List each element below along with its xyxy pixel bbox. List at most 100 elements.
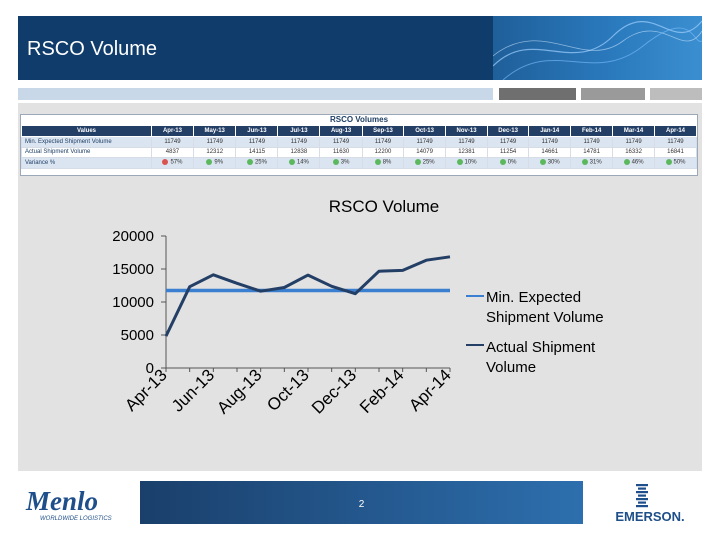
emerson-logo: EMERSON. xyxy=(598,482,702,524)
table-header-row: Values Apr-13 May-13 Jun-13 Jul-13 Aug-13 Sep-… xyxy=(21,125,697,137)
table-cell: 50% xyxy=(654,157,697,169)
table-cell: 12838 xyxy=(277,146,321,158)
column-header: Mar-14 xyxy=(612,125,656,137)
column-header: Jul-13 xyxy=(277,125,321,137)
table-cell: 11254 xyxy=(486,146,530,158)
series-line xyxy=(164,255,451,337)
table-cell: 11749 xyxy=(151,136,194,148)
table-row: Variance % 57% 9% 25% 14% 3% 8% 25% 10% 0% 30% 31% 4… xyxy=(21,157,697,169)
status-dot-icon xyxy=(414,159,421,166)
table-cell: 11749 xyxy=(319,136,363,148)
table-cell: 57% xyxy=(151,157,194,169)
accent-stripe xyxy=(18,88,493,100)
legend-label-min-expected: Min. Expected Shipment Volume xyxy=(486,289,604,326)
table-cell: 14115 xyxy=(235,146,279,158)
status-dot-icon xyxy=(246,159,253,166)
volumes-grid: Values Apr-13 May-13 Jun-13 Jul-13 Aug-13 Sep-… xyxy=(21,125,697,169)
column-header: Values xyxy=(21,125,152,137)
y-tick-label: 0 xyxy=(146,360,154,377)
row-label: Min. Expected Shipment Volume xyxy=(21,136,152,148)
table-cell: 16332 xyxy=(612,146,656,158)
table-cell: 11749 xyxy=(528,136,572,148)
status-dot-icon xyxy=(665,159,672,166)
x-tick-label: Apr-14 xyxy=(405,365,455,415)
column-header: Oct-13 xyxy=(403,125,447,137)
table-cell: 11749 xyxy=(445,136,488,148)
x-tick-label: Dec-13 xyxy=(308,365,360,417)
column-header: Aug-13 xyxy=(319,125,363,137)
accent-stripe xyxy=(581,88,645,100)
table-cell: 11749 xyxy=(361,136,405,148)
x-tick-label: Feb-14 xyxy=(356,365,408,417)
status-dot-icon xyxy=(206,159,213,166)
table-cell: 11749 xyxy=(192,136,237,148)
table-cell: 14661 xyxy=(528,146,572,158)
column-header: Apr-14 xyxy=(654,125,697,137)
status-dot-icon xyxy=(623,159,630,166)
legend-label-actual: Actual Shipment Volume xyxy=(486,339,596,376)
status-dot-icon xyxy=(288,159,295,166)
table-cell: 14781 xyxy=(570,146,614,158)
y-tick-label: 15000 xyxy=(112,261,154,278)
header-bar: RSCO Volume xyxy=(18,16,493,80)
table-cell: 11749 xyxy=(612,136,656,148)
table-row: Min. Expected Shipment Volume 11749 11749 1… xyxy=(21,136,697,148)
table-cell: 11749 xyxy=(654,136,697,148)
page-title: RSCO Volume xyxy=(27,38,158,60)
table-cell: 11749 xyxy=(277,136,321,148)
accent-stripe xyxy=(499,88,576,100)
column-header: May-13 xyxy=(192,125,237,137)
table-cell: 12312 xyxy=(192,146,237,158)
table-cell: 16841 xyxy=(654,146,697,158)
table-cell: 8% xyxy=(361,157,405,169)
table-cell: 25% xyxy=(403,157,447,169)
table-body: Min. Expected Shipment Volume 11749 11749 1… xyxy=(21,136,697,169)
table-cell: 14% xyxy=(277,157,321,169)
y-tick-label: 10000 xyxy=(112,294,154,311)
header-decoration xyxy=(493,16,702,80)
table-row: Actual Shipment Volume 4837 12312 14115 1283… xyxy=(21,146,697,158)
column-header: Jun-13 xyxy=(235,125,279,137)
table-cell: 11749 xyxy=(403,136,447,148)
menlo-logo-name: Menlo xyxy=(25,486,98,516)
table-cell: 46% xyxy=(612,157,656,169)
page-number: 2 xyxy=(358,499,365,510)
table-cell: 11749 xyxy=(570,136,614,148)
emerson-mark-icon xyxy=(636,484,648,508)
table-cell: 25% xyxy=(235,157,279,169)
table-cell: 10% xyxy=(445,157,488,169)
rsco-volume-chart: RSCO Volume05000100001500020000Apr-13Jun… xyxy=(112,197,604,418)
column-header: Jan-14 xyxy=(528,125,572,137)
status-dot-icon xyxy=(581,159,588,166)
status-dot-icon xyxy=(499,159,506,166)
volumes-table: RSCO Volumes Values Apr-13 May-13 Jun-13 Jul… xyxy=(20,114,698,176)
status-dot-icon xyxy=(456,159,463,166)
table-cell: 12381 xyxy=(445,146,488,158)
table-cell: 11630 xyxy=(319,146,363,158)
accent-stripe xyxy=(650,88,702,100)
y-tick-label: 5000 xyxy=(121,327,154,344)
column-header: Nov-13 xyxy=(445,125,488,137)
table-title: RSCO Volumes xyxy=(329,115,389,124)
table-cell: 9% xyxy=(192,157,237,169)
table-cell: 11749 xyxy=(486,136,530,148)
x-tick-label: Jun-13 xyxy=(168,365,218,415)
table-cell: 30% xyxy=(528,157,572,169)
table-cell: 3% xyxy=(319,157,363,169)
column-header: Apr-13 xyxy=(151,125,194,137)
status-dot-icon xyxy=(332,159,339,166)
menlo-logo-tagline: WORLDWIDE LOGISTICS xyxy=(40,516,112,522)
table-cell: 0% xyxy=(486,157,530,169)
chart-title: RSCO Volume xyxy=(329,197,440,216)
status-dot-icon xyxy=(374,159,381,166)
table-cell: 31% xyxy=(570,157,614,169)
table-cell: 4837 xyxy=(151,146,194,158)
column-header: Dec-13 xyxy=(486,125,530,137)
column-header: Sep-13 xyxy=(361,125,405,137)
table-cell: 12200 xyxy=(361,146,405,158)
footer-bar: 2 xyxy=(140,481,583,524)
chart-area: RSCO Volume 0 5000 10000 15000 20000 Apr-13 Jun… xyxy=(18,186,642,432)
x-tick-label: Oct-13 xyxy=(263,365,313,415)
status-dot-icon xyxy=(539,159,546,166)
row-label: Actual Shipment Volume xyxy=(21,146,152,158)
